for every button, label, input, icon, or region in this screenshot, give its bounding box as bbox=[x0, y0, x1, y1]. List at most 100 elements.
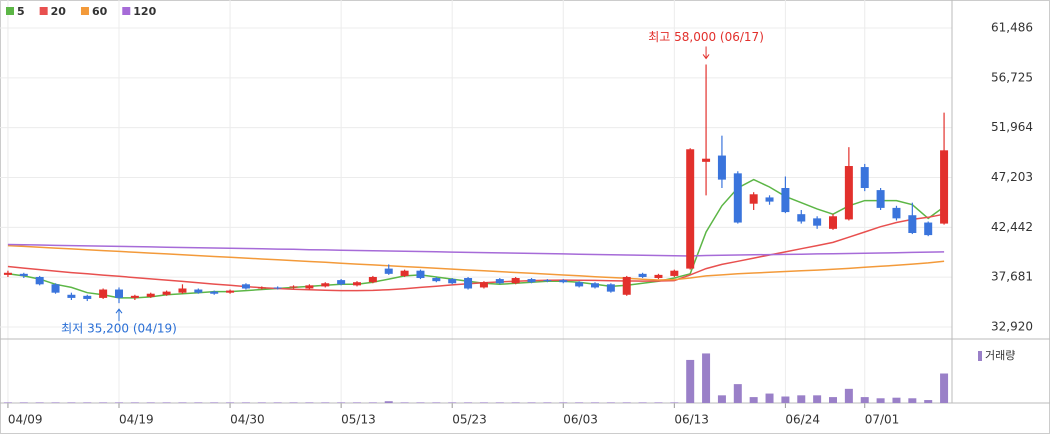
candle-body bbox=[273, 287, 282, 289]
volume-bar bbox=[257, 402, 266, 403]
legend-label: 20 bbox=[51, 5, 67, 18]
volume-bar bbox=[892, 397, 901, 403]
candle-body bbox=[210, 291, 219, 294]
x-tick-label: 06/03 bbox=[563, 413, 598, 427]
volume-bar bbox=[19, 402, 28, 403]
volume-bar bbox=[321, 402, 330, 403]
x-tick-label: 05/23 bbox=[452, 413, 487, 427]
candle-body bbox=[829, 216, 837, 229]
volume-bar bbox=[194, 402, 203, 403]
candle-body bbox=[749, 194, 758, 204]
x-tick-label: 06/13 bbox=[674, 413, 709, 427]
volume-bar bbox=[289, 402, 298, 403]
candle-body bbox=[257, 287, 266, 289]
volume-bar bbox=[178, 402, 187, 403]
volume-bar bbox=[876, 398, 885, 403]
candle-body bbox=[400, 270, 409, 276]
volume-bar bbox=[273, 402, 282, 403]
candle-body bbox=[638, 273, 647, 277]
volume-legend-swatch bbox=[978, 351, 982, 361]
candle-body bbox=[162, 291, 171, 295]
candle-body bbox=[654, 274, 663, 279]
volume-bar bbox=[749, 397, 758, 403]
volume-bar bbox=[495, 402, 504, 403]
candle-body bbox=[337, 280, 346, 285]
volume-bar bbox=[432, 402, 441, 403]
candle-body bbox=[543, 280, 552, 282]
x-tick-label: 04/30 bbox=[230, 413, 265, 427]
candle-body bbox=[908, 215, 917, 234]
volume-bar bbox=[210, 402, 219, 403]
volume-bar bbox=[543, 402, 552, 403]
candle-body bbox=[194, 289, 203, 293]
volume-bar bbox=[130, 402, 139, 403]
legend-label: 60 bbox=[92, 5, 108, 18]
volume-bar bbox=[51, 402, 60, 403]
candle-body bbox=[130, 295, 139, 298]
candle-body bbox=[321, 283, 330, 287]
volume-bar bbox=[606, 402, 615, 403]
candle-body bbox=[717, 155, 726, 180]
ma-line bbox=[7, 213, 945, 292]
volume-bar bbox=[765, 393, 774, 403]
volume-bar bbox=[146, 402, 155, 403]
volume-bar bbox=[464, 402, 473, 403]
candle-body bbox=[19, 273, 28, 276]
candle-body bbox=[559, 280, 568, 283]
volume-bar bbox=[511, 402, 520, 403]
legend-swatch bbox=[80, 7, 89, 15]
volume-bar bbox=[717, 395, 726, 403]
candle-body bbox=[146, 293, 155, 297]
volume-bar bbox=[527, 402, 536, 403]
volume-bar bbox=[305, 402, 314, 403]
volume-bar bbox=[35, 402, 44, 403]
y-tick-label: 42,442 bbox=[991, 220, 1033, 234]
candle-body bbox=[892, 207, 901, 219]
candle-body bbox=[99, 289, 108, 298]
volume-bar bbox=[654, 402, 663, 403]
candle-body bbox=[702, 158, 711, 162]
candle-body bbox=[670, 270, 679, 276]
volume-bar bbox=[829, 397, 837, 403]
volume-bar bbox=[115, 402, 123, 403]
volume-bar bbox=[384, 401, 393, 403]
candle-body bbox=[797, 214, 806, 222]
candle-body bbox=[178, 288, 187, 293]
candle-body bbox=[305, 285, 314, 289]
legend-label: 120 bbox=[133, 5, 156, 18]
volume-bar bbox=[924, 400, 933, 403]
volume-bar bbox=[591, 402, 599, 403]
x-tick-label: 07/01 bbox=[865, 413, 900, 427]
y-tick-label: 37,681 bbox=[991, 270, 1033, 284]
volume-bar bbox=[3, 402, 12, 403]
volume-bar bbox=[686, 359, 695, 403]
candle-body bbox=[876, 190, 885, 208]
candle-body bbox=[765, 197, 774, 202]
candle-body bbox=[289, 286, 298, 288]
candle-body bbox=[51, 284, 60, 293]
volume-bar bbox=[162, 402, 171, 403]
volume-bar bbox=[638, 402, 647, 403]
volume-bar bbox=[908, 398, 917, 403]
candle-body bbox=[368, 276, 377, 283]
candle-body bbox=[226, 290, 235, 293]
volume-bar bbox=[733, 384, 742, 403]
volume-bar bbox=[353, 402, 361, 403]
candle-body bbox=[781, 188, 790, 213]
volume-bar bbox=[670, 402, 679, 403]
volume-bar bbox=[241, 402, 250, 403]
volume-bar bbox=[702, 353, 711, 403]
ma-line bbox=[7, 243, 945, 257]
volume-bar bbox=[813, 395, 822, 403]
candle-body bbox=[83, 295, 92, 299]
y-tick-label: 61,486 bbox=[991, 20, 1033, 34]
y-tick-label: 47,203 bbox=[991, 170, 1033, 184]
candle-body bbox=[241, 284, 250, 289]
candle-body bbox=[464, 278, 473, 289]
ma-line bbox=[7, 178, 945, 299]
legend-swatch bbox=[39, 7, 48, 15]
x-tick-label: 06/24 bbox=[785, 413, 820, 427]
candle-body bbox=[416, 270, 425, 279]
volume-bar bbox=[479, 402, 488, 403]
